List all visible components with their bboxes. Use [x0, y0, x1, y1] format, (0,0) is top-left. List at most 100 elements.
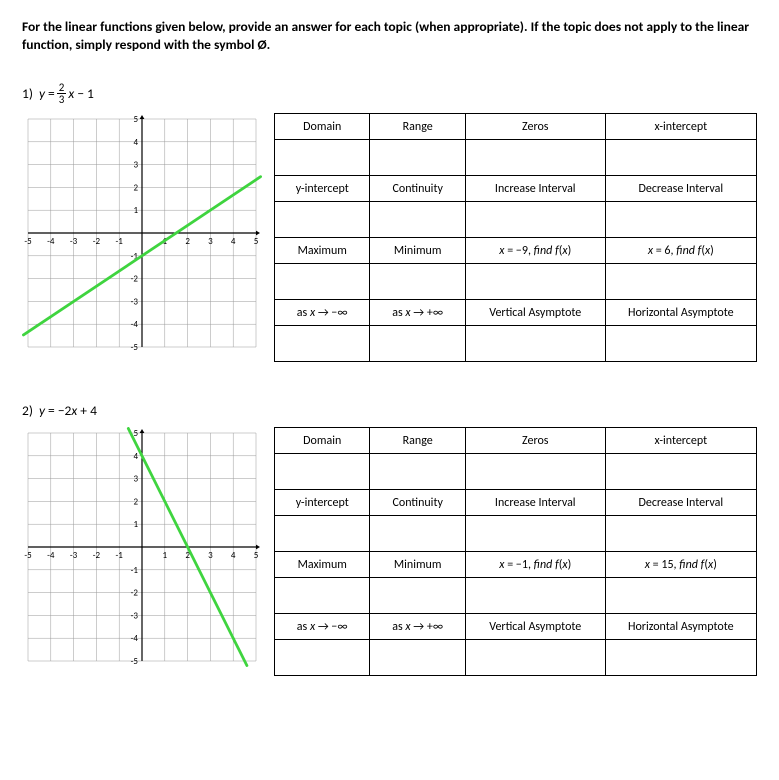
problem-2-equation: y = −2x + 4 — [39, 402, 97, 419]
table-answer-cell[interactable] — [465, 202, 605, 238]
table-answer-cell[interactable] — [605, 578, 756, 614]
table-answer-cell[interactable] — [275, 640, 370, 676]
svg-text:4: 4 — [133, 137, 138, 148]
table-answer-cell[interactable] — [275, 516, 370, 552]
answer-table-1: DomainRangeZerosx-intercept y-interceptCo… — [274, 113, 757, 362]
svg-text:-3: -3 — [70, 550, 78, 561]
eq-prefix: y = — [39, 85, 55, 102]
table-header-cell: Horizontal Asymptote — [605, 614, 756, 640]
svg-text:4: 4 — [133, 451, 138, 462]
fraction-denominator: 3 — [57, 94, 67, 105]
table-header-cell: Minimum — [370, 552, 465, 578]
svg-text:5: 5 — [133, 114, 138, 125]
svg-text:2: 2 — [133, 497, 138, 508]
table-answer-cell[interactable] — [275, 578, 370, 614]
table-header-cell: Domain — [275, 114, 370, 140]
table-header-cell: Zeros — [465, 114, 605, 140]
svg-text:-2: -2 — [131, 274, 139, 285]
problem-2-number: 2) — [22, 402, 33, 419]
table-answer-cell[interactable] — [465, 578, 605, 614]
problem-2: 2) y = −2x + 4 -5-4-3-2-112345-5-4-3-2-1… — [22, 402, 757, 676]
table-header-cell: as x → −∞ — [275, 614, 370, 640]
table-header-cell: Continuity — [370, 176, 465, 202]
table-answer-cell[interactable] — [370, 326, 465, 362]
table-answer-cell[interactable] — [370, 264, 465, 300]
table-header-cell: Minimum — [370, 238, 465, 264]
answer-table-2: DomainRangeZerosx-intercepty-interceptCo… — [274, 427, 757, 676]
svg-text:-2: -2 — [93, 550, 101, 561]
problem-1-label: 1) y = 2 3 x − 1 — [22, 82, 757, 105]
table-header-cell: x = 6, find f(x) — [605, 238, 756, 264]
eq-suffix: x − 1 — [68, 85, 94, 102]
table-header-cell: Maximum — [275, 552, 370, 578]
table-header-cell: y-intercept — [275, 176, 370, 202]
table-header-cell: Vertical Asymptote — [465, 300, 605, 326]
table-answer-cell[interactable] — [605, 516, 756, 552]
table-answer-cell[interactable] — [605, 454, 756, 490]
svg-text:-4: -4 — [47, 550, 55, 561]
table-answer-cell[interactable] — [370, 640, 465, 676]
graph-2: -5-4-3-2-112345-5-4-3-2-112345 — [22, 427, 262, 667]
table-answer-cell[interactable] — [465, 326, 605, 362]
svg-text:-1: -1 — [131, 565, 139, 576]
table-answer-cell[interactable] — [370, 578, 465, 614]
table-answer-cell[interactable] — [370, 140, 465, 176]
table-answer-cell[interactable] — [275, 202, 370, 238]
table-header-cell: as x → +∞ — [370, 300, 465, 326]
table-answer-cell[interactable] — [275, 454, 370, 490]
table-answer-cell[interactable] — [275, 140, 370, 176]
table-answer-cell[interactable] — [605, 140, 756, 176]
table-answer-cell[interactable] — [465, 454, 605, 490]
table-answer-cell[interactable] — [465, 516, 605, 552]
table-answer-cell[interactable] — [605, 202, 756, 238]
table-answer-cell[interactable] — [605, 264, 756, 300]
svg-text:1: 1 — [133, 520, 138, 531]
table-header-cell: as x → −∞ — [275, 300, 370, 326]
svg-text:3: 3 — [133, 474, 138, 485]
table-header-cell: Increase Interval — [465, 490, 605, 516]
table-answer-cell[interactable] — [370, 202, 465, 238]
table-answer-cell[interactable] — [465, 140, 605, 176]
graph-1: -5-4-3-2-112345-5-4-3-2-112345 — [22, 113, 262, 353]
svg-text:-5: -5 — [131, 342, 139, 353]
svg-text:-2: -2 — [93, 236, 101, 247]
svg-text:-1: -1 — [116, 550, 124, 561]
svg-text:-5: -5 — [24, 550, 32, 561]
svg-text:4: 4 — [231, 236, 236, 247]
table-header-cell: x = 15, find f(x) — [605, 552, 756, 578]
svg-text:1: 1 — [133, 206, 138, 217]
table-answer-cell[interactable] — [605, 640, 756, 676]
table-header-cell: x = −1, find f(x) — [465, 552, 605, 578]
svg-text:-1: -1 — [116, 236, 124, 247]
table-header-cell: as x → +∞ — [370, 614, 465, 640]
table-answer-cell[interactable] — [465, 640, 605, 676]
table-header-cell: Vertical Asymptote — [465, 614, 605, 640]
svg-text:3: 3 — [208, 550, 213, 561]
table-header-cell: Continuity — [370, 490, 465, 516]
table-answer-cell[interactable] — [370, 516, 465, 552]
table-answer-cell[interactable] — [605, 326, 756, 362]
svg-text:2: 2 — [133, 183, 138, 194]
table-answer-cell[interactable] — [370, 454, 465, 490]
svg-text:1: 1 — [163, 550, 168, 561]
table-answer-cell[interactable] — [275, 264, 370, 300]
table-header-cell: Domain — [275, 428, 370, 454]
svg-text:3: 3 — [208, 236, 213, 247]
table-header-cell: Range — [370, 114, 465, 140]
svg-text:5: 5 — [254, 550, 259, 561]
table-answer-cell[interactable] — [275, 326, 370, 362]
svg-text:-3: -3 — [131, 297, 139, 308]
svg-text:-4: -4 — [131, 634, 139, 645]
problem-1-number: 1) — [22, 85, 33, 102]
table-answer-cell[interactable] — [465, 264, 605, 300]
table-header-cell: x-intercept — [605, 428, 756, 454]
table-header-cell: x = −9, find f(x) — [465, 238, 605, 264]
svg-text:4: 4 — [231, 550, 236, 561]
instructions-text: For the linear functions given below, pr… — [22, 18, 757, 54]
table-header-cell: y-intercept — [275, 490, 370, 516]
svg-text:-4: -4 — [131, 320, 139, 331]
table-header-cell: x-intercept — [605, 114, 756, 140]
table-header-cell: Range — [370, 428, 465, 454]
problem-1-equation: y = 2 3 x − 1 — [39, 82, 94, 105]
svg-text:-4: -4 — [47, 236, 55, 247]
